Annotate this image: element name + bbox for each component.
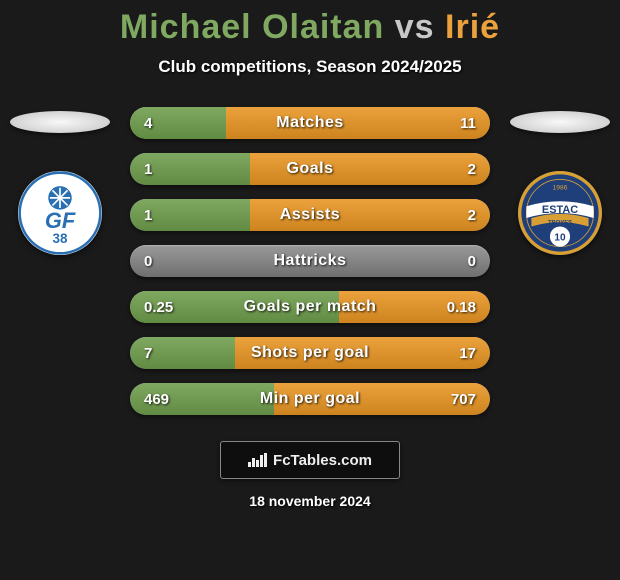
svg-text:TROYES: TROYES	[548, 220, 572, 226]
stats-bars: 4Matches11 1Goals2 1Assists2 0Hattricks0 0.2…	[130, 107, 490, 415]
right-player-column: 1986 ESTAC TROYES 10	[500, 107, 620, 255]
stat-label: Min per goal	[130, 390, 490, 408]
comparison-content: GF 38 1986 ESTAC TROYES 10 4Matches11 1Go…	[0, 107, 620, 415]
club-badge-svg: 1986 ESTAC TROYES 10	[518, 171, 602, 255]
player1-photo-placeholder	[10, 111, 110, 133]
svg-text:GF: GF	[45, 208, 76, 233]
vs-text: vs	[395, 8, 435, 46]
svg-text:10: 10	[554, 233, 566, 244]
stat-value-right: 11	[438, 115, 476, 132]
svg-text:1986: 1986	[553, 184, 568, 191]
stat-value-right: 0.18	[438, 299, 476, 316]
stat-label: Goals	[130, 160, 490, 178]
stat-value-right: 2	[438, 161, 476, 178]
stat-label: Hattricks	[130, 252, 490, 270]
left-player-column: GF 38	[0, 107, 120, 255]
player2-photo-placeholder	[510, 111, 610, 133]
source-badge: FcTables.com	[220, 441, 400, 479]
player2-name: Irié	[445, 8, 500, 46]
player1-club-badge: GF 38	[18, 171, 102, 255]
stat-row: 0Hattricks0	[130, 245, 490, 277]
stat-row: 4Matches11	[130, 107, 490, 139]
stat-row: 469Min per goal707	[130, 383, 490, 415]
player2-club-badge: 1986 ESTAC TROYES 10	[518, 171, 602, 255]
stat-label: Matches	[130, 114, 490, 132]
player1-name: Michael Olaitan	[120, 8, 384, 46]
stat-row: 7Shots per goal17	[130, 337, 490, 369]
stat-value-right: 2	[438, 207, 476, 224]
stat-value-right: 0	[438, 253, 476, 270]
stat-label: Assists	[130, 206, 490, 224]
stat-row: 1Assists2	[130, 199, 490, 231]
stat-label: Shots per goal	[130, 344, 490, 362]
stat-row: 1Goals2	[130, 153, 490, 185]
stat-row: 0.25Goals per match0.18	[130, 291, 490, 323]
chart-icon	[248, 453, 267, 467]
comparison-title: Michael Olaitan vs Irié	[0, 0, 620, 47]
source-site: FcTables.com	[273, 452, 372, 469]
season-subtitle: Club competitions, Season 2024/2025	[0, 57, 620, 77]
club-badge-svg: GF 38	[18, 171, 102, 255]
stat-label: Goals per match	[130, 298, 490, 316]
footer-date: 18 november 2024	[0, 493, 620, 509]
stat-value-right: 707	[438, 391, 476, 408]
svg-text:38: 38	[53, 231, 68, 246]
stat-value-right: 17	[438, 345, 476, 362]
